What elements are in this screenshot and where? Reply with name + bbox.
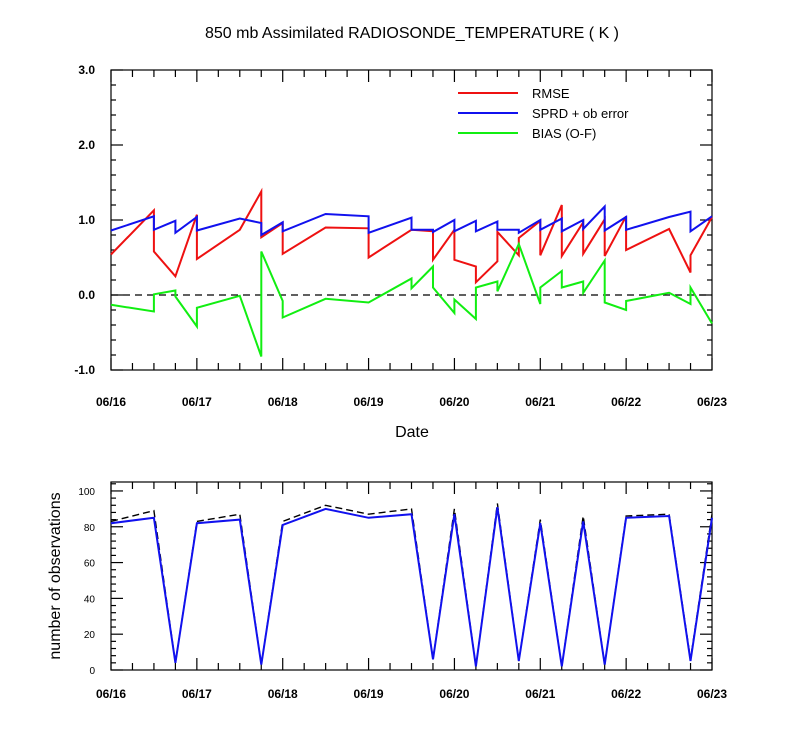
series-possible-observations: [110, 503, 713, 667]
bottom-x-tick-labels: 06/16 06/17 06/18 06/19 06/20 06/21 06/22 06/23: [96, 687, 727, 701]
bot-x-tick-label: 06/18: [268, 687, 298, 701]
bot-y-tick-label: 100: [78, 487, 95, 498]
top-x-tick-label: 06/16: [96, 395, 126, 409]
bot-x-tick-label: 06/20: [439, 687, 469, 701]
bot-x-tick-label: 06/22: [611, 687, 641, 701]
top-x-tick-label: 06/20: [439, 395, 469, 409]
top-x-tick-labels: 06/16 06/17 06/18 06/19 06/20 06/21 06/22 06/23: [96, 395, 727, 409]
bot-y-tick-label: 80: [84, 523, 96, 534]
legend-label-rmse: RMSE: [532, 86, 570, 101]
bot-x-tick-label: 06/16: [96, 687, 126, 701]
x-axis-label: Date: [395, 424, 429, 441]
top-x-tick-label: 06/21: [525, 395, 555, 409]
top-y-tick-label: 2.0: [78, 138, 95, 152]
bot-y-tick-label: 40: [84, 594, 96, 605]
top-x-tick-label: 06/19: [354, 395, 384, 409]
top-x-tick-label: 06/23: [697, 395, 727, 409]
legend-label-sprd-ob-error: SPRD + ob error: [532, 106, 629, 121]
bot-x-tick-label: 06/17: [182, 687, 212, 701]
bot-y-tick-label: 60: [84, 559, 96, 570]
top-y-tick-label: 0.0: [78, 288, 95, 302]
bot-x-tick-label: 06/23: [697, 687, 727, 701]
series-rmse: [110, 187, 713, 285]
bottom-y-tick-labels: 0 20 40 60 80 100: [78, 487, 95, 677]
bot-x-tick-label: 06/19: [354, 687, 384, 701]
series-bias-o-f: [110, 241, 713, 357]
series-sprd-ob-error: [110, 204, 713, 237]
top-y-tick-labels: -1.0 0.0 1.0 2.0 3.0: [74, 63, 95, 377]
chart-title: 850 mb Assimilated RADIOSONDE_TEMPERATUR…: [205, 25, 619, 42]
legend-label-bias-o-f: BIAS (O-F): [532, 126, 596, 141]
top-chart: 850 mb Assimilated RADIOSONDE_TEMPERATUR…: [74, 25, 727, 441]
top-y-tick-label: 3.0: [78, 63, 95, 77]
y-axis-label: number of observations: [47, 492, 64, 659]
top-y-tick-label: 1.0: [78, 213, 95, 227]
bot-x-tick-label: 06/21: [525, 687, 555, 701]
top-axis-ticks: [110, 69, 713, 371]
top-y-tick-label: -1.0: [74, 363, 95, 377]
top-x-tick-label: 06/18: [268, 395, 298, 409]
bottom-series-group: [110, 503, 713, 667]
top-series-group: [110, 187, 713, 357]
top-x-tick-label: 06/22: [611, 395, 641, 409]
bot-y-tick-label: 20: [84, 630, 96, 641]
bot-y-tick-label: 0: [89, 666, 95, 677]
series-used-observations: [110, 506, 713, 667]
top-x-tick-label: 06/17: [182, 395, 212, 409]
legend: RMSE SPRD + ob error BIAS (O-F): [458, 86, 629, 141]
